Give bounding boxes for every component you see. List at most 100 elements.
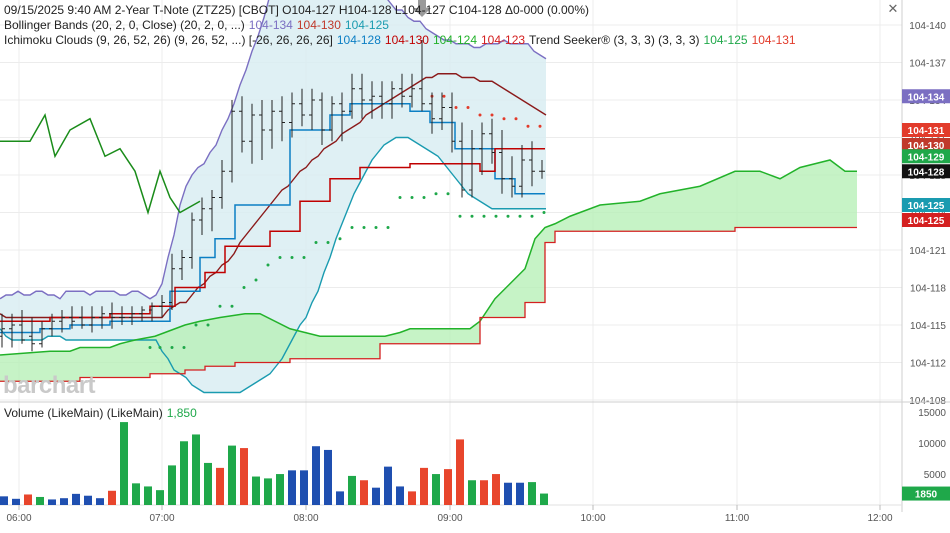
volume-bar — [408, 491, 416, 505]
volume-bar — [372, 487, 380, 505]
price-tag-label: 104-134 — [908, 92, 945, 103]
volume-bar — [0, 496, 8, 505]
trend-seeker-dot — [326, 241, 330, 244]
trend-seeker-dot — [194, 323, 198, 327]
volume-bar — [168, 465, 176, 505]
close-icon[interactable]: ✕ — [887, 1, 899, 16]
trend-seeker-dot — [254, 278, 258, 282]
price-tick-label: 104-140 — [909, 21, 946, 32]
volume-bar — [528, 482, 536, 505]
ichimoku-value-4: 104-123 — [481, 33, 526, 47]
bb-upper-line — [0, 0, 547, 300]
trend-seeker-dot — [362, 226, 366, 229]
volume-bar — [384, 466, 392, 505]
tenkan-line — [0, 148, 545, 322]
ohlc-bar — [239, 96, 245, 153]
volume-bar — [324, 449, 332, 505]
bollinger-upper-value: 104-134 — [248, 18, 293, 32]
price-tag-label: 104-131 — [908, 126, 945, 137]
volume-bar — [12, 498, 20, 505]
ohlc-bar — [249, 103, 255, 164]
ohlc-bar — [429, 92, 435, 134]
trend-seeker-dot — [148, 346, 152, 349]
volume-bar — [312, 446, 320, 505]
trend-seeker-dot — [538, 124, 542, 128]
volume-bar — [120, 422, 128, 505]
price-tag — [902, 89, 950, 104]
price-tag — [902, 123, 950, 137]
ohlc-bar — [349, 73, 355, 119]
ichimoku-value-3: 104-124 — [432, 33, 477, 47]
volume-bar — [504, 482, 512, 505]
ohlc-bar — [379, 81, 385, 119]
ichimoku-value-1: 104-128 — [336, 33, 381, 47]
price-tag-label: 104-125 — [908, 201, 945, 212]
volume-bar — [132, 483, 140, 505]
ohlc-bar — [299, 88, 305, 127]
trend-seeker-dot — [518, 214, 522, 218]
ohlc-bar — [199, 197, 205, 235]
ohlc-bar — [369, 81, 375, 119]
trend-seeker-dot — [526, 124, 530, 128]
volume-value: 1,850 — [166, 406, 197, 420]
price-tag — [902, 149, 950, 164]
ohlc-bar — [209, 190, 215, 232]
trend-seeker-dot — [386, 226, 390, 229]
volume-bar — [228, 445, 236, 505]
bollinger-legend[interactable]: Bollinger Bands (20, 2, 0, Close) (20, 2… — [4, 18, 393, 32]
trend-seeker-dot — [422, 196, 426, 199]
volume-bar — [516, 482, 524, 505]
barchart-watermark: barchart — [3, 372, 96, 399]
price-tag — [902, 164, 950, 179]
price-tag — [902, 198, 950, 212]
volume-bar — [108, 490, 116, 505]
ohlc-bar — [439, 92, 445, 130]
ohlc-bar — [149, 302, 155, 322]
ohlc-bar — [259, 100, 265, 160]
ohlc-bar — [539, 160, 545, 179]
volume-bar — [180, 441, 188, 505]
trend-seeker-dot — [218, 304, 222, 308]
bollinger-lower-value: 104-125 — [344, 18, 389, 32]
volume-bar — [96, 498, 104, 505]
trend-seeker-dot — [446, 192, 450, 196]
volume-bar — [300, 470, 308, 505]
trend-seeker-dot — [434, 192, 438, 196]
ohlc-bar — [309, 88, 315, 130]
volume-last-tag — [902, 486, 950, 501]
volume-bar — [444, 469, 452, 505]
volume-bar — [468, 480, 476, 505]
time-tick-label: 11:00 — [725, 513, 750, 524]
price-tag-label: 104-130 — [908, 141, 945, 152]
volume-bar — [192, 434, 200, 505]
volume-bar — [60, 498, 68, 505]
bb-lower-line — [0, 136, 546, 394]
volume-bar — [540, 493, 548, 505]
trend-seeker-dot — [470, 214, 474, 218]
ohlc-bar — [479, 122, 485, 175]
volume-last-label: 1850 — [915, 490, 938, 501]
instrument-quote: 09/15/2025 9:40 AM 2-Year T-Note (ZTZ25)… — [4, 3, 590, 17]
ohlc-bar — [0, 313, 5, 348]
volume-bar — [336, 491, 344, 505]
volume-tick-label: 5000 — [924, 470, 947, 481]
volume-legend[interactable]: Volume (LikeMain) (LikeMain) 1,850 — [4, 406, 201, 420]
price-tick-label: 104-112 — [910, 359, 946, 370]
span-b-line — [0, 226, 857, 382]
trend-seeker-dot — [374, 226, 378, 229]
time-tick-label: 12:00 — [867, 513, 892, 524]
ohlc-bar — [129, 306, 135, 325]
ohlc-bar — [399, 73, 405, 108]
ohlc-bar — [269, 100, 275, 149]
ichimoku-cloud-fill — [0, 160, 857, 382]
ohlc-bar — [279, 96, 285, 142]
trend-seeker-dot — [478, 113, 482, 117]
trend-seeker-value-2: 104-131 — [751, 33, 796, 47]
ohlc-bar — [289, 92, 295, 138]
trend-seeker-dot — [314, 241, 318, 244]
trend-seeker-dot — [482, 214, 486, 218]
trend-seeker-dot — [494, 214, 498, 218]
ichimoku-legend[interactable]: Ichimoku Clouds (9, 26, 52, 26) (9, 26, … — [4, 33, 800, 47]
